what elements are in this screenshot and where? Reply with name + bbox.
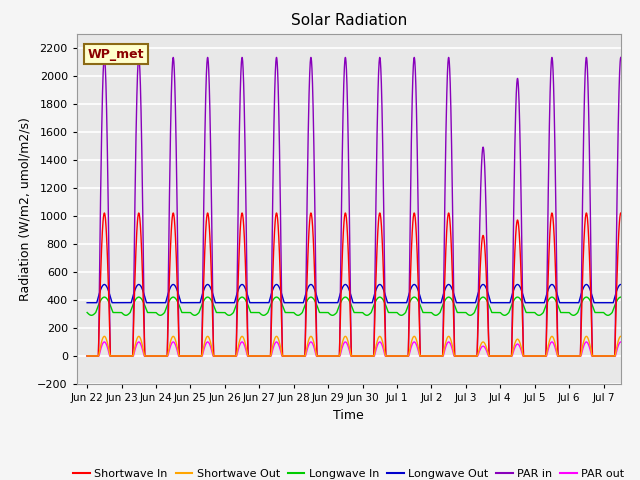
X-axis label: Time: Time bbox=[333, 408, 364, 421]
Legend: Shortwave In, Shortwave Out, Longwave In, Longwave Out, PAR in, PAR out: Shortwave In, Shortwave Out, Longwave In… bbox=[69, 465, 628, 480]
Title: Solar Radiation: Solar Radiation bbox=[291, 13, 407, 28]
Y-axis label: Radiation (W/m2, umol/m2/s): Radiation (W/m2, umol/m2/s) bbox=[19, 117, 32, 301]
Text: WP_met: WP_met bbox=[88, 48, 144, 60]
